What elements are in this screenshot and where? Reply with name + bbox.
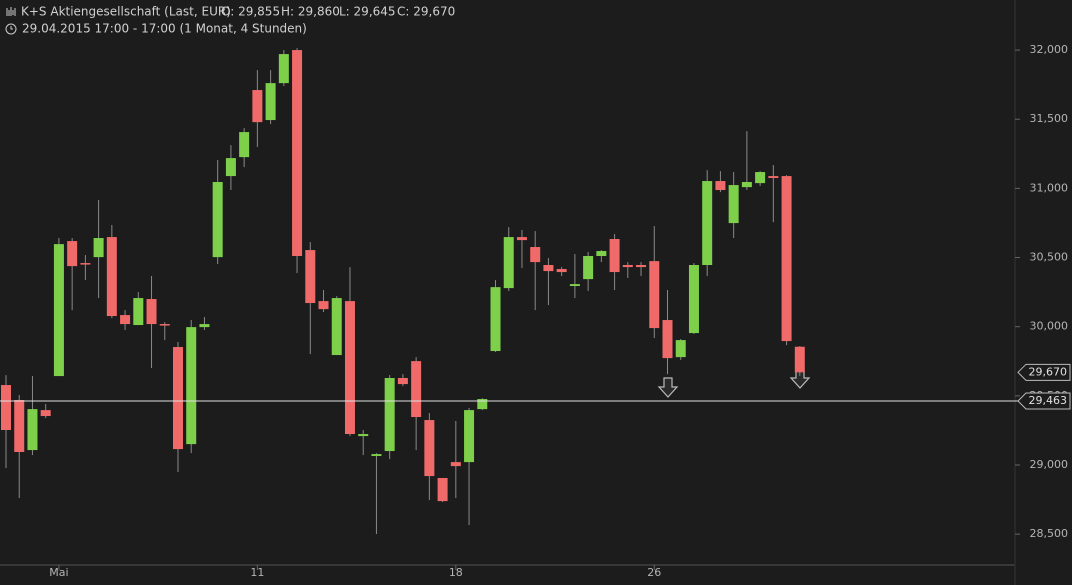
candle-body xyxy=(1,385,11,431)
candle-body xyxy=(543,265,554,272)
last-price-label: 29,670 xyxy=(1029,365,1068,378)
candle-body xyxy=(569,284,580,287)
chart-title: K+S Aktiengesellschaft (Last, EUR) xyxy=(21,5,231,19)
y-tick-label: 32,000 xyxy=(1030,43,1069,56)
y-tick-label: 31,000 xyxy=(1030,181,1069,194)
candle-body xyxy=(490,287,501,352)
x-tick-label: Mai xyxy=(49,566,68,579)
candle-body xyxy=(741,182,752,188)
candle-body xyxy=(768,176,779,179)
candle-body xyxy=(609,239,620,273)
candle-body xyxy=(27,409,38,451)
candle-body xyxy=(675,340,686,358)
candle-body xyxy=(344,301,355,435)
candle-body xyxy=(424,420,435,477)
candle-body xyxy=(146,299,157,325)
candle-body xyxy=(40,410,51,417)
candle-body xyxy=(186,327,197,445)
ohlc-open: O: 29,855 xyxy=(221,5,280,19)
candle-body xyxy=(292,50,303,257)
y-tick-label: 28,500 xyxy=(1030,527,1069,540)
candle-body xyxy=(755,172,766,184)
candle-body xyxy=(397,378,408,385)
candle-body xyxy=(503,237,514,289)
x-tick-label: 26 xyxy=(647,566,661,579)
candle-body xyxy=(67,241,78,267)
candle-body xyxy=(596,251,607,257)
y-tick-label: 30,500 xyxy=(1030,251,1069,264)
candle-body xyxy=(305,250,316,304)
candle-body xyxy=(133,298,144,326)
candle-body xyxy=(411,361,422,418)
candle-body xyxy=(358,434,369,437)
candle-body xyxy=(649,261,660,329)
candle-body xyxy=(14,399,25,452)
candle-body xyxy=(159,324,170,326)
candle-body xyxy=(252,90,263,123)
candle-body xyxy=(106,237,117,317)
ohlc-low: L: 29,645 xyxy=(339,5,396,19)
candle-body xyxy=(662,320,673,359)
candle-body xyxy=(781,176,792,342)
y-tick-label: 29,000 xyxy=(1030,458,1069,471)
candle-body xyxy=(688,265,699,334)
candle-body xyxy=(212,182,223,258)
candle-body xyxy=(702,181,713,266)
x-tick-label: 11 xyxy=(250,566,264,579)
candle-body xyxy=(120,315,131,325)
candle-body xyxy=(172,347,183,450)
candle-body xyxy=(516,237,527,241)
candle-body xyxy=(636,265,647,268)
last-price-box xyxy=(1017,363,1071,381)
candle-body xyxy=(622,265,633,268)
candle-body xyxy=(794,346,805,373)
candle-body xyxy=(318,301,329,310)
candle-body xyxy=(556,269,567,273)
y-tick-label: 31,500 xyxy=(1030,112,1069,125)
ohlc-close: C: 29,670 xyxy=(397,5,455,19)
x-tick-label: 18 xyxy=(449,566,463,579)
hline-box xyxy=(1017,392,1071,410)
candle-body xyxy=(53,244,64,377)
header-icon xyxy=(5,7,17,35)
candle-body xyxy=(450,462,461,467)
y-tick-label: 30,000 xyxy=(1030,320,1069,333)
candle-body xyxy=(583,256,594,280)
candle-body xyxy=(371,454,382,457)
candle-body xyxy=(80,263,91,265)
candle-body xyxy=(225,158,236,177)
candle-body xyxy=(93,238,104,258)
candle-body xyxy=(331,298,342,356)
candle-body xyxy=(530,247,541,263)
chart-subtitle: 29.04.2015 17:00 - 17:00 (1 Monat, 4 Stu… xyxy=(22,22,307,36)
candle-body xyxy=(239,132,250,158)
candle-body xyxy=(464,410,475,463)
candle-body xyxy=(199,324,210,328)
candle-body xyxy=(278,54,289,84)
candle-body xyxy=(715,181,726,191)
candle-body xyxy=(728,185,739,224)
candle-body xyxy=(437,478,448,502)
ohlc-high: H: 29,860 xyxy=(281,5,340,19)
candle-body xyxy=(265,83,276,121)
candle-body xyxy=(477,399,488,410)
candle-body xyxy=(384,378,395,452)
hline-label: 29,463 xyxy=(1029,394,1068,407)
